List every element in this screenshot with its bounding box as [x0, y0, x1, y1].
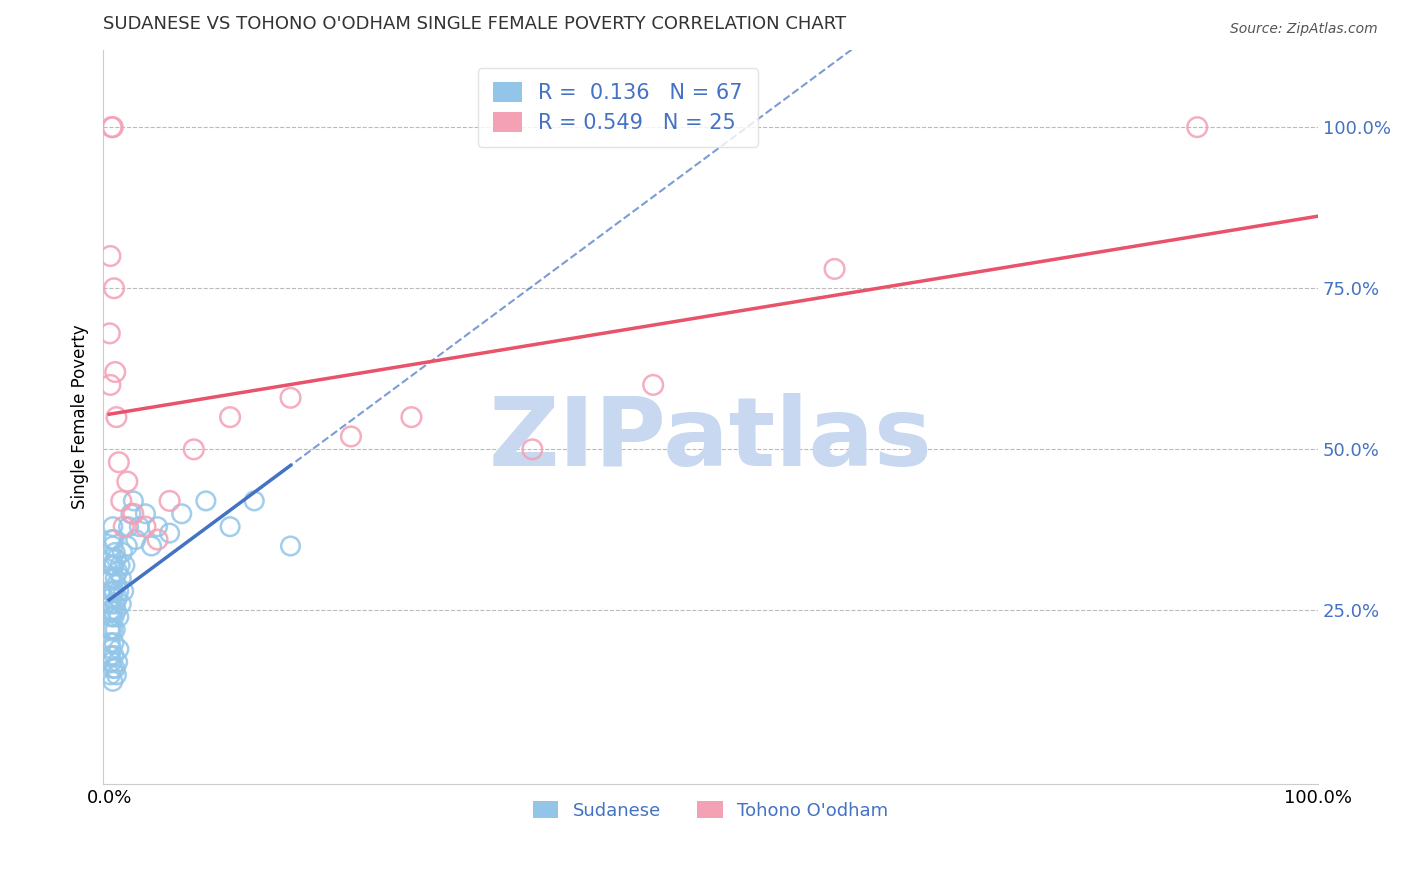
Point [101, 661, 124, 675]
Point [107, 591, 129, 605]
Point [103, 558, 125, 573]
Point [101, 519, 124, 533]
Point [104, 571, 127, 585]
Point [100, 655, 122, 669]
Point [170, 507, 193, 521]
Point [401, 410, 423, 425]
Point [117, 539, 139, 553]
Point [114, 558, 136, 573]
Point [101, 558, 124, 573]
Point [100, 603, 122, 617]
Point [100, 571, 122, 585]
Point [107, 655, 129, 669]
Point [643, 378, 665, 392]
Point [125, 533, 148, 547]
Point [146, 519, 169, 533]
Point [122, 494, 145, 508]
Point [104, 597, 127, 611]
Legend: Sudanese, Tohono O'odham: Sudanese, Tohono O'odham [526, 794, 896, 827]
Point [100, 533, 122, 547]
Point [101, 120, 124, 135]
Point [100, 610, 122, 624]
Point [108, 584, 131, 599]
Point [112, 519, 135, 533]
Point [100, 597, 122, 611]
Point [105, 668, 128, 682]
Point [101, 623, 124, 637]
Point [111, 545, 134, 559]
Point [101, 584, 124, 599]
Point [122, 507, 145, 521]
Point [108, 642, 131, 657]
Point [104, 623, 127, 637]
Point [101, 603, 124, 617]
Point [141, 539, 163, 553]
Point [108, 455, 131, 469]
Point [120, 507, 142, 521]
Point [103, 610, 125, 624]
Point [100, 648, 122, 663]
Point [105, 552, 128, 566]
Point [98, 326, 121, 341]
Point [100, 120, 122, 135]
Point [100, 378, 122, 392]
Point [105, 603, 128, 617]
Point [104, 365, 127, 379]
Point [522, 442, 544, 457]
Point [103, 281, 125, 295]
Point [100, 571, 122, 585]
Point [98, 635, 121, 649]
Point [110, 571, 132, 585]
Point [100, 558, 122, 573]
Point [824, 261, 846, 276]
Text: SUDANESE VS TOHONO O'ODHAM SINGLE FEMALE POVERTY CORRELATION CHART: SUDANESE VS TOHONO O'ODHAM SINGLE FEMALE… [103, 15, 846, 33]
Point [134, 507, 156, 521]
Point [159, 494, 181, 508]
Text: ZIPatlas: ZIPatlas [489, 392, 932, 485]
Point [340, 429, 363, 443]
Point [146, 533, 169, 547]
Text: Source: ZipAtlas.com: Source: ZipAtlas.com [1230, 22, 1378, 37]
Point [103, 635, 125, 649]
Point [159, 526, 181, 541]
Y-axis label: Single Female Poverty: Single Female Poverty [72, 325, 89, 509]
Point [101, 674, 124, 689]
Point [100, 552, 122, 566]
Point [104, 661, 127, 675]
Point [128, 519, 150, 533]
Point [105, 410, 128, 425]
Point [105, 577, 128, 591]
Point [100, 668, 122, 682]
Point [280, 539, 302, 553]
Point [108, 558, 131, 573]
Point [100, 584, 122, 599]
Point [100, 249, 122, 263]
Point [243, 494, 266, 508]
Point [103, 584, 125, 599]
Point [219, 519, 242, 533]
Point [117, 475, 139, 489]
Point [100, 623, 122, 637]
Point [219, 410, 242, 425]
Point [103, 648, 125, 663]
Point [98, 623, 121, 637]
Point [108, 610, 131, 624]
Point [1187, 120, 1209, 135]
Point [107, 565, 129, 579]
Point [100, 591, 122, 605]
Point [117, 519, 139, 533]
Point [104, 545, 127, 559]
Point [112, 584, 135, 599]
Point [183, 442, 205, 457]
Point [134, 519, 156, 533]
Point [101, 539, 124, 553]
Point [100, 642, 122, 657]
Point [280, 391, 302, 405]
Point [103, 533, 125, 547]
Point [194, 494, 217, 508]
Point [110, 597, 132, 611]
Point [110, 494, 132, 508]
